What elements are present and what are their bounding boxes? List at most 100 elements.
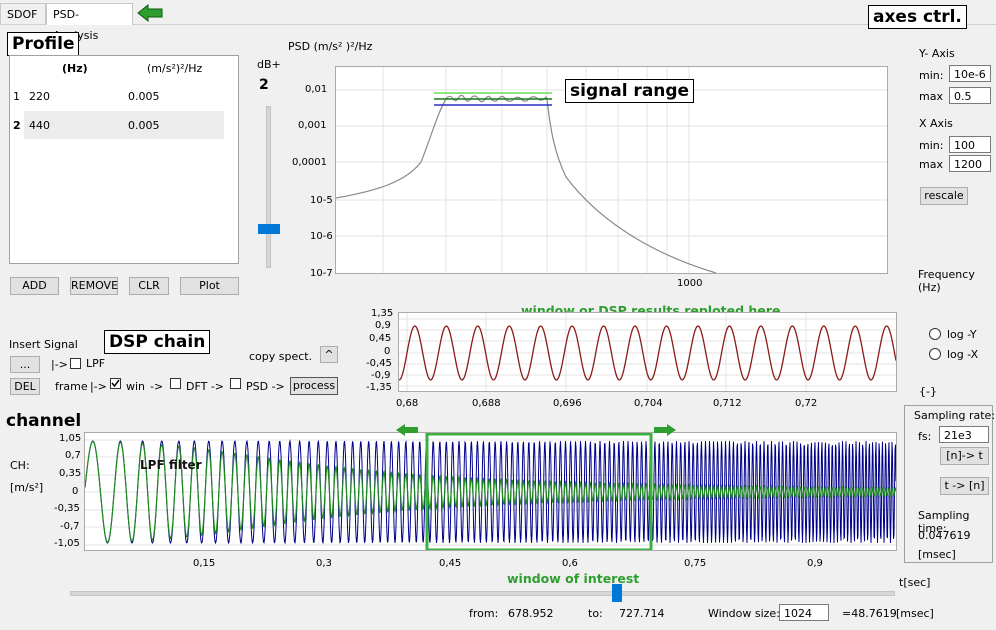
sampling-time-value: 0.047619 bbox=[918, 529, 971, 542]
window-of-interest-frame bbox=[425, 433, 653, 550]
psd-cell[interactable]: 0.005 bbox=[128, 119, 160, 132]
x-min-label: min: bbox=[919, 139, 944, 152]
add-button[interactable]: ADD bbox=[10, 277, 59, 295]
x-max-label: max bbox=[919, 158, 943, 171]
process-button[interactable]: process bbox=[290, 377, 338, 395]
psd-plot[interactable]: signal range bbox=[335, 66, 888, 274]
window-right-arrow-icon[interactable] bbox=[653, 423, 677, 437]
y-min-input[interactable]: 10e-6 bbox=[949, 65, 991, 82]
win-xtick: 0,688 bbox=[472, 398, 501, 409]
psd-ytick: 10-5 bbox=[310, 195, 333, 206]
window-size-label: Window size: bbox=[708, 607, 780, 620]
channel-annotation: channel bbox=[6, 411, 82, 431]
lpf-checkbox[interactable] bbox=[70, 358, 81, 369]
sampling-panel bbox=[904, 405, 993, 563]
psd-label: PSD -> bbox=[246, 380, 285, 393]
db-slider-track[interactable] bbox=[266, 106, 271, 268]
window-size-input[interactable]: 1024 bbox=[779, 604, 829, 621]
ch-ytick: 0,7 bbox=[65, 450, 81, 461]
window-signal-line bbox=[399, 325, 896, 381]
tab-bar bbox=[0, 0, 996, 25]
time-scrollbar-track[interactable] bbox=[70, 591, 895, 596]
dft-checkbox[interactable] bbox=[170, 378, 181, 389]
time-scrollbar-handle[interactable] bbox=[612, 584, 622, 602]
chain-arrow: |-> bbox=[90, 380, 107, 393]
units-label: {-} bbox=[919, 385, 937, 398]
window-left-arrow-icon[interactable] bbox=[395, 423, 419, 437]
log-y-radio[interactable] bbox=[929, 328, 941, 340]
ch-ytick: 0 bbox=[72, 486, 79, 497]
table-row[interactable]: 1 220 0.005 bbox=[10, 82, 238, 111]
win-ytick: -1,35 bbox=[366, 382, 392, 393]
channel-unit: [m/s²] bbox=[10, 481, 44, 494]
copy-spect-label: copy spect. bbox=[249, 350, 313, 363]
plot-button[interactable]: Plot bbox=[180, 277, 239, 295]
psd-cell[interactable]: 0.005 bbox=[128, 90, 160, 103]
profile-annotation: Profile bbox=[7, 32, 80, 56]
y-max-label: max bbox=[919, 90, 943, 103]
insert-signal-label: Insert Signal bbox=[9, 338, 78, 351]
checkmark-icon bbox=[111, 379, 120, 388]
dft-label: DFT -> bbox=[186, 380, 225, 393]
t-to-n-button[interactable]: t -> [n] bbox=[940, 477, 989, 495]
column-header-psd[interactable]: (m/s²)²/Hz bbox=[147, 62, 203, 75]
lpf-label: LPF bbox=[86, 357, 106, 370]
win-xtick: 0,712 bbox=[713, 398, 742, 409]
ch-ytick: -1,05 bbox=[54, 538, 80, 549]
table-header: (Hz) (m/s²)²/Hz bbox=[10, 56, 238, 81]
psd-ytick: 0,001 bbox=[298, 120, 327, 131]
y-axis-title: Y- Axis bbox=[919, 47, 955, 60]
db-slider-handle[interactable] bbox=[258, 224, 280, 234]
ch-ytick: 0,35 bbox=[59, 468, 82, 479]
freq-cell[interactable]: 440 bbox=[29, 119, 50, 132]
psd-checkbox[interactable] bbox=[230, 378, 241, 389]
insert-signal-button[interactable]: ... bbox=[10, 356, 40, 373]
clr-button[interactable]: CLR bbox=[129, 277, 169, 295]
psd-ytick: 10-6 bbox=[310, 231, 333, 242]
window-of-interest-annotation: window of interest bbox=[507, 571, 640, 586]
db-label: dB+ bbox=[257, 58, 281, 71]
n-to-t-button[interactable]: [n]-> t bbox=[940, 447, 989, 465]
log-x-label: log -X bbox=[947, 348, 979, 361]
rescale-button[interactable]: rescale bbox=[920, 187, 968, 205]
channel-xlabel: t[sec] bbox=[899, 576, 931, 589]
table-row[interactable]: 2 440 0.005 bbox=[10, 111, 238, 140]
psd-ytick: 0,01 bbox=[305, 84, 328, 95]
window-plot[interactable] bbox=[398, 312, 897, 392]
ch-xtick: 0,45 bbox=[439, 558, 462, 569]
profile-table[interactable]: (Hz) (m/s²)²/Hz 1 220 0.005 2 440 0.005 bbox=[9, 55, 239, 264]
win-ytick: 0,45 bbox=[369, 333, 392, 344]
tab-sdof[interactable]: SDOF bbox=[0, 3, 46, 24]
del-button[interactable]: DEL bbox=[10, 378, 40, 395]
table-row-selected-bg bbox=[24, 111, 224, 139]
win-checkbox[interactable] bbox=[110, 378, 121, 389]
tab-psd-analysis[interactable]: PSD- Analysis bbox=[46, 3, 133, 42]
row-index: 1 bbox=[13, 90, 20, 103]
lpf-signal-line bbox=[85, 440, 896, 543]
channel-plot[interactable]: LPF filter bbox=[84, 432, 897, 551]
db-value: 2 bbox=[259, 77, 269, 93]
log-y-label: log -Y bbox=[947, 328, 977, 341]
column-header-freq[interactable]: (Hz) bbox=[62, 62, 88, 75]
win-xtick: 0,68 bbox=[396, 398, 419, 409]
copy-spect-button[interactable]: ^ bbox=[320, 346, 338, 363]
sampling-time-title: Sampling time: bbox=[918, 509, 970, 535]
psd-ytick: 0,0001 bbox=[292, 157, 327, 168]
lpf-filter-annotation: LPF filter bbox=[140, 458, 202, 472]
win-xtick: 0,72 bbox=[795, 398, 818, 409]
ch-ytick: 1,05 bbox=[59, 433, 82, 444]
freq-cell[interactable]: 220 bbox=[29, 90, 50, 103]
y-max-input[interactable]: 0.5 bbox=[949, 87, 991, 104]
sampling-rate-title: Sampling rate: bbox=[914, 409, 996, 422]
green-arrow-left-icon bbox=[137, 4, 163, 22]
axes-ctrl-annotation: axes ctrl. bbox=[868, 5, 967, 29]
ch-xtick: 0,15 bbox=[193, 558, 216, 569]
log-x-radio[interactable] bbox=[929, 348, 941, 360]
x-max-input[interactable]: 1200 bbox=[949, 155, 991, 172]
fs-input[interactable]: 21e3 bbox=[939, 426, 989, 443]
psd-xlabel: Frequency (Hz) bbox=[918, 268, 975, 294]
win-xtick: 0,696 bbox=[553, 398, 582, 409]
remove-button[interactable]: REMOVE bbox=[70, 277, 118, 295]
x-min-input[interactable]: 100 bbox=[949, 136, 991, 153]
ch-xtick: 0,75 bbox=[684, 558, 707, 569]
